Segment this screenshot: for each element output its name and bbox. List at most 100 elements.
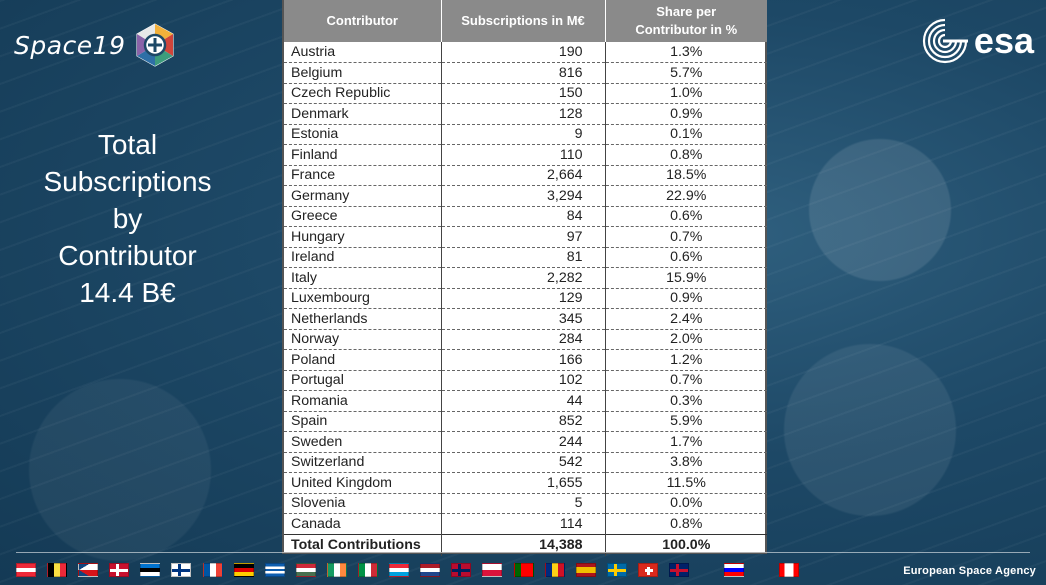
table-row: Luxembourg 129 0.9% xyxy=(284,288,767,309)
table-row: Spain 852 5.9% xyxy=(284,411,767,432)
share-cell: 5.7% xyxy=(605,62,767,84)
flag-icon xyxy=(171,563,192,577)
table-row: Canada 114 0.8% xyxy=(284,513,767,535)
share-cell: 0.6% xyxy=(605,206,767,227)
contributor-cell: Estonia xyxy=(284,124,442,145)
table-row: Poland 166 1.2% xyxy=(284,349,767,371)
contributor-cell: Portugal xyxy=(284,370,442,391)
table-row: Denmark 128 0.9% xyxy=(284,103,767,125)
title-line: Contributor xyxy=(58,240,197,271)
subscriptions-cell: 816 xyxy=(441,62,606,84)
table-row: Ireland 81 0.6% xyxy=(284,247,767,268)
contributor-cell: Belgium xyxy=(284,62,442,84)
flag-icon xyxy=(606,563,627,577)
total-share-cell: 100.0% xyxy=(605,533,767,556)
header-subscriptions: Subscriptions in M€ xyxy=(441,0,606,42)
table-row: Sweden 244 1.7% xyxy=(284,431,767,453)
contributor-cell: Romania xyxy=(284,390,442,412)
subscriptions-table: Contributor Subscriptions in M€ Share pe… xyxy=(282,0,767,556)
subscriptions-cell: 852 xyxy=(441,411,606,432)
flag-icon xyxy=(358,563,379,577)
title-line: Total xyxy=(97,129,158,160)
flag-icon xyxy=(109,563,130,577)
contributor-cell: Czech Republic xyxy=(284,83,442,104)
subscriptions-cell: 542 xyxy=(441,452,606,473)
contributor-cell: Italy xyxy=(284,267,442,289)
subscriptions-cell: 2,664 xyxy=(441,165,606,186)
subscriptions-cell: 166 xyxy=(441,349,606,371)
contributor-cell: Finland xyxy=(284,144,442,166)
flag-icon xyxy=(451,563,472,577)
share-cell: 0.6% xyxy=(605,247,767,268)
footer-divider xyxy=(16,552,1030,553)
share-cell: 22.9% xyxy=(605,185,767,207)
contributor-cell: Denmark xyxy=(284,103,442,125)
space19-hexagon-icon xyxy=(136,23,173,67)
space19-label: Space19 xyxy=(14,30,126,60)
contributor-cell: Spain xyxy=(284,411,442,432)
flag-icon xyxy=(482,563,503,577)
subscriptions-cell: 97 xyxy=(441,226,606,248)
total-label-cell: Total Contributions xyxy=(284,533,442,556)
subscriptions-cell: 129 xyxy=(441,288,606,309)
table-row: Germany 3,294 22.9% xyxy=(284,185,767,207)
share-cell: 2.4% xyxy=(605,308,767,330)
subscriptions-cell: 150 xyxy=(441,83,606,104)
table-row: Slovenia 5 0.0% xyxy=(284,493,767,514)
subscriptions-cell: 2,282 xyxy=(441,267,606,289)
subscriptions-cell: 244 xyxy=(441,431,606,453)
slide-title: Total Subscriptions by Contributor 14.4 … xyxy=(20,126,235,311)
subscriptions-cell: 128 xyxy=(441,103,606,125)
share-cell: 11.5% xyxy=(605,472,767,494)
share-cell: 0.8% xyxy=(605,513,767,535)
flag-icon xyxy=(233,563,254,577)
contributor-cell: United Kingdom xyxy=(284,472,442,494)
flag-icon xyxy=(47,563,68,577)
share-cell: 0.3% xyxy=(605,390,767,412)
contributor-cell: Luxembourg xyxy=(284,288,442,309)
contributor-cell: Norway xyxy=(284,329,442,350)
table-row: Hungary 97 0.7% xyxy=(284,226,767,248)
flag-icon xyxy=(668,563,689,577)
esa-swirl-icon xyxy=(922,18,968,64)
table-row: Belgium 816 5.7% xyxy=(284,62,767,84)
share-cell: 1.2% xyxy=(605,349,767,371)
contributor-cell: Netherlands xyxy=(284,308,442,330)
contributor-cell: France xyxy=(284,165,442,186)
contributor-cell: Slovenia xyxy=(284,493,442,514)
contributor-cell: Poland xyxy=(284,349,442,371)
flag-icon xyxy=(295,563,316,577)
flag-icon xyxy=(544,563,565,577)
table-row: Portugal 102 0.7% xyxy=(284,370,767,391)
contributor-cell: Canada xyxy=(284,513,442,535)
agency-label: European Space Agency xyxy=(903,565,1036,577)
table-row: Finland 110 0.8% xyxy=(284,144,767,166)
subscriptions-cell: 114 xyxy=(441,513,606,535)
table-row: Austria 190 1.3% xyxy=(284,42,767,63)
share-cell: 18.5% xyxy=(605,165,767,186)
space19-logo: Space19 xyxy=(14,22,194,68)
contributor-cell: Germany xyxy=(284,185,442,207)
contributor-cell: Ireland xyxy=(284,247,442,268)
share-cell: 0.9% xyxy=(605,103,767,125)
share-cell: 1.3% xyxy=(605,42,767,63)
table-row: Switzerland 542 3.8% xyxy=(284,452,767,473)
flag-icon xyxy=(778,563,799,577)
table-row: Greece 84 0.6% xyxy=(284,206,767,227)
flag-icon xyxy=(575,563,596,577)
flag-icon xyxy=(140,563,161,577)
title-total: 14.4 B€ xyxy=(79,277,176,308)
flag-icon xyxy=(389,563,410,577)
share-cell: 0.8% xyxy=(605,144,767,166)
table-header-row: Contributor Subscriptions in M€ Share pe… xyxy=(284,0,767,42)
flag-icon xyxy=(16,563,36,577)
share-cell: 0.9% xyxy=(605,288,767,309)
share-cell: 0.1% xyxy=(605,124,767,145)
subscriptions-cell: 102 xyxy=(441,370,606,391)
contributor-cell: Switzerland xyxy=(284,452,442,473)
flag-icon xyxy=(723,563,744,577)
contributor-cell: Greece xyxy=(284,206,442,227)
title-line: Subscriptions xyxy=(43,166,212,197)
flag-icon xyxy=(513,563,534,577)
share-cell: 5.9% xyxy=(605,411,767,432)
